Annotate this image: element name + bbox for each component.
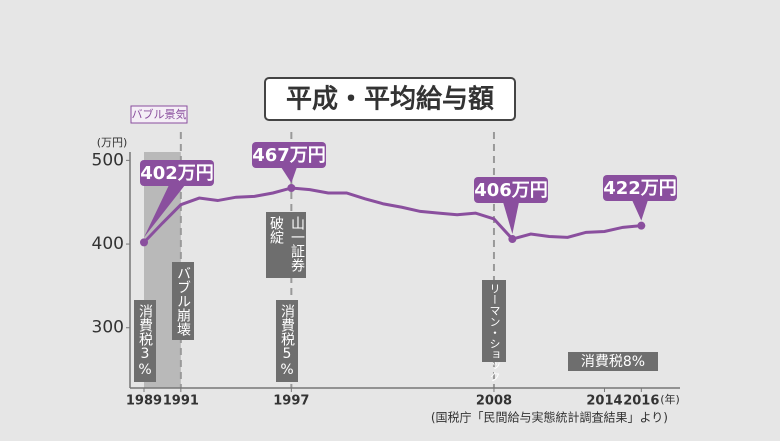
series-line	[142, 186, 642, 244]
callout-box	[474, 177, 548, 203]
bubble-label-box	[130, 105, 188, 124]
data-label: 422万円	[603, 178, 677, 199]
callout-pointer	[503, 202, 519, 235]
bubble-label: バブル景気	[132, 107, 187, 121]
callout-box	[252, 142, 326, 168]
chart-title: 平成・平均給与額	[286, 84, 494, 115]
x-unit: (年)	[660, 392, 680, 406]
event-label: 消費税8%	[581, 354, 645, 370]
title-box	[264, 77, 516, 121]
x-tick-label: 2014	[586, 394, 622, 409]
event-label: リーマン・ショック	[488, 283, 501, 382]
data-label: 467万円	[252, 145, 326, 166]
callout-box	[603, 175, 677, 201]
event-label: 消費税5%	[279, 304, 295, 378]
data-label: 406万円	[474, 180, 548, 201]
event-box	[482, 280, 506, 362]
x-tick-label: 2008	[476, 394, 512, 409]
y-tick-label: 500	[92, 150, 124, 170]
event-label: バブル崩壊	[175, 266, 191, 337]
event-label: 破綻	[268, 216, 284, 245]
y-tick-label: 400	[92, 234, 124, 254]
callout-box	[140, 160, 214, 186]
event-box	[172, 262, 194, 340]
event-label: 消費税3%	[137, 304, 153, 378]
data-point	[508, 235, 517, 244]
data-label: 402万円	[140, 163, 214, 184]
event-box	[134, 300, 156, 382]
data-point	[287, 183, 296, 192]
x-tick-label: 1991	[163, 394, 199, 409]
event-box	[266, 212, 306, 278]
event-box	[568, 352, 658, 371]
x-tick-label: 2016	[623, 394, 659, 409]
data-point	[637, 221, 646, 230]
callout-pointer	[281, 167, 297, 183]
x-tick-label: 1989	[126, 394, 162, 409]
source: (国税庁「民間給与実態統計調査結果」より)	[431, 410, 668, 425]
y-unit: (万円)	[97, 136, 128, 149]
event-box	[276, 300, 298, 382]
data-point	[139, 238, 148, 247]
callout-pointer	[143, 185, 185, 238]
x-tick-label: 1997	[273, 394, 309, 409]
callout-pointer	[632, 200, 648, 221]
y-tick-label: 300	[92, 318, 124, 338]
event-label: 山一証券	[289, 216, 305, 273]
